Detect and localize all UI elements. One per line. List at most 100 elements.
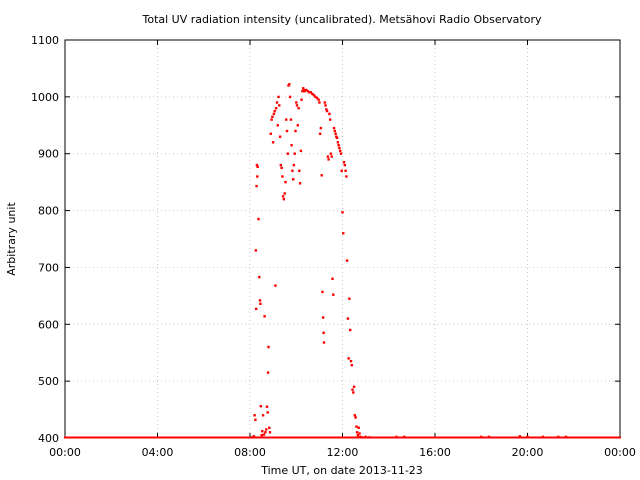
data-point — [255, 163, 259, 167]
data-point — [356, 434, 360, 437]
data-point — [364, 435, 367, 439]
data-point — [305, 88, 308, 92]
data-point — [328, 112, 331, 116]
data-point — [286, 152, 289, 155]
data-point — [317, 98, 320, 101]
chart-title: Total UV radiation intensity (uncalibrat… — [142, 13, 542, 26]
data-point — [348, 297, 351, 300]
data-point — [303, 90, 306, 93]
data-point — [290, 144, 293, 147]
data-point — [368, 436, 371, 439]
y-axis-label: Arbitrary unit — [5, 202, 18, 276]
data-point — [329, 152, 333, 155]
data-point — [281, 175, 284, 178]
data-point — [275, 101, 279, 104]
data-point — [292, 178, 295, 181]
data-point — [280, 166, 283, 170]
data-point — [332, 293, 335, 296]
tick-labels: 00:00 04:00 08:00 12:00 16:00 20:00 00:0040050… — [31, 34, 636, 459]
data-point — [403, 435, 406, 439]
data-point — [285, 118, 288, 121]
data-point — [331, 277, 334, 280]
data-point — [267, 345, 270, 349]
data-point — [315, 96, 319, 100]
data-point — [277, 95, 280, 99]
data-point — [395, 435, 398, 439]
data-point — [271, 141, 275, 144]
data-point — [289, 118, 293, 121]
data-point — [309, 91, 313, 94]
x-axis-label: Time UT, on date 2013-11-23 — [260, 464, 423, 477]
data-point — [293, 152, 296, 155]
data-point — [306, 90, 309, 93]
x-tick-label: 20:00 — [512, 446, 544, 459]
data-point — [347, 357, 350, 360]
data-point — [319, 126, 323, 130]
grid-lines — [65, 40, 620, 438]
data-point — [340, 169, 343, 172]
y-tick-label: 900 — [38, 148, 59, 161]
data-point — [343, 163, 346, 167]
data-point — [339, 149, 342, 153]
data-point — [297, 107, 300, 110]
data-point — [526, 435, 529, 439]
data-point — [269, 132, 272, 135]
data-point — [335, 136, 339, 139]
data-point — [262, 433, 266, 436]
data-point — [282, 198, 286, 201]
data-point — [268, 426, 271, 429]
data-point — [279, 163, 282, 167]
data-point — [360, 436, 363, 439]
data-point — [299, 149, 303, 153]
data-point — [258, 299, 262, 302]
y-tick-label: 400 — [38, 432, 59, 445]
data-point — [278, 104, 281, 107]
data-point — [357, 426, 360, 429]
data-point — [258, 275, 261, 279]
y-tick-label: 500 — [38, 375, 59, 388]
data-point — [518, 435, 521, 438]
data-point — [358, 432, 361, 435]
data-point — [352, 391, 355, 394]
data-point — [338, 146, 341, 150]
data-point — [308, 91, 311, 94]
data-point — [337, 144, 340, 147]
data-point — [283, 192, 286, 195]
data-point — [332, 126, 336, 130]
data-point — [278, 135, 282, 138]
data-point — [302, 87, 305, 90]
data-point — [349, 328, 352, 332]
data-point — [295, 104, 299, 107]
x-tick-label: 16:00 — [419, 446, 451, 459]
data-point — [274, 284, 277, 287]
data-point — [259, 405, 262, 408]
data-point — [351, 388, 354, 391]
data-point — [285, 129, 289, 133]
data-point — [314, 95, 317, 99]
data-point — [259, 302, 262, 305]
data-point — [254, 418, 257, 421]
y-tick-label: 600 — [38, 318, 59, 331]
data-point — [273, 109, 276, 113]
data-point — [292, 163, 296, 167]
data-points — [64, 83, 621, 439]
data-point — [329, 118, 332, 121]
data-point — [541, 435, 545, 439]
data-point — [342, 161, 346, 164]
data-point — [298, 169, 301, 172]
x-tick-label: 12:00 — [327, 446, 359, 459]
data-point — [311, 92, 314, 96]
data-point — [266, 411, 269, 414]
data-point — [352, 385, 356, 388]
data-point — [333, 129, 336, 133]
y-tick-label: 1100 — [31, 34, 59, 47]
data-point — [261, 430, 264, 433]
data-point — [339, 152, 343, 155]
data-point — [345, 175, 348, 178]
data-point — [330, 155, 333, 158]
x-tick-label: 04:00 — [142, 446, 174, 459]
data-point — [325, 108, 328, 111]
data-point — [322, 341, 326, 344]
data-point — [480, 435, 483, 439]
